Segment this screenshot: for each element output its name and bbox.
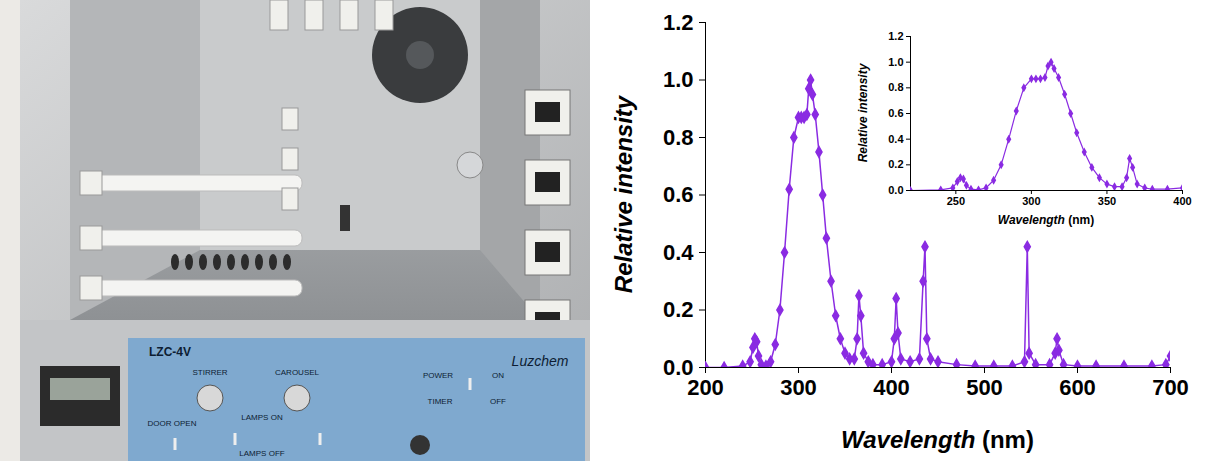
svg-text:Luzchem: Luzchem: [512, 353, 569, 369]
svg-text:DOOR OPEN: DOOR OPEN: [148, 419, 197, 428]
svg-text:0.8: 0.8: [888, 81, 903, 93]
svg-text:350: 350: [1098, 195, 1116, 207]
svg-text:Relative intensity: Relative intensity: [610, 94, 637, 293]
svg-text:0.2: 0.2: [663, 297, 694, 322]
svg-text:Wavelength (nm): Wavelength (nm): [998, 213, 1094, 227]
svg-text:0.2: 0.2: [888, 158, 903, 170]
svg-text:250: 250: [947, 195, 965, 207]
svg-text:0.0: 0.0: [888, 184, 903, 196]
svg-text:500: 500: [966, 375, 1003, 400]
svg-text:STIRRER: STIRRER: [192, 368, 227, 377]
svg-text:300: 300: [780, 375, 817, 400]
svg-text:0.8: 0.8: [663, 125, 694, 150]
svg-text:200: 200: [687, 375, 724, 400]
svg-text:LAMPS OFF: LAMPS OFF: [239, 449, 284, 458]
svg-text:1.0: 1.0: [888, 56, 903, 68]
svg-text:1.0: 1.0: [663, 67, 694, 92]
svg-text:700: 700: [1152, 375, 1189, 400]
svg-text:LZC-4V: LZC-4V: [149, 345, 191, 359]
svg-text:Relative intensity: Relative intensity: [856, 62, 870, 162]
svg-text:0.4: 0.4: [888, 133, 904, 145]
svg-text:0.6: 0.6: [663, 182, 694, 207]
svg-text:TIMER: TIMER: [428, 397, 453, 406]
svg-text:1.2: 1.2: [663, 10, 694, 35]
svg-text:600: 600: [1059, 375, 1096, 400]
svg-text:300: 300: [1022, 195, 1040, 207]
svg-text:LAMPS ON: LAMPS ON: [241, 413, 283, 422]
svg-text:POWER: POWER: [423, 371, 453, 380]
svg-text:0.6: 0.6: [888, 107, 903, 119]
svg-text:400: 400: [1173, 195, 1191, 207]
svg-text:OFF: OFF: [490, 397, 506, 406]
svg-text:CAROUSEL: CAROUSEL: [275, 368, 320, 377]
svg-text:Wavelength (nm): Wavelength (nm): [841, 426, 1034, 453]
svg-text:400: 400: [873, 375, 910, 400]
svg-text:ON: ON: [492, 371, 504, 380]
svg-text:1.2: 1.2: [888, 30, 903, 42]
svg-text:0.4: 0.4: [663, 240, 694, 265]
svg-text:0.0: 0.0: [662, 354, 694, 380]
